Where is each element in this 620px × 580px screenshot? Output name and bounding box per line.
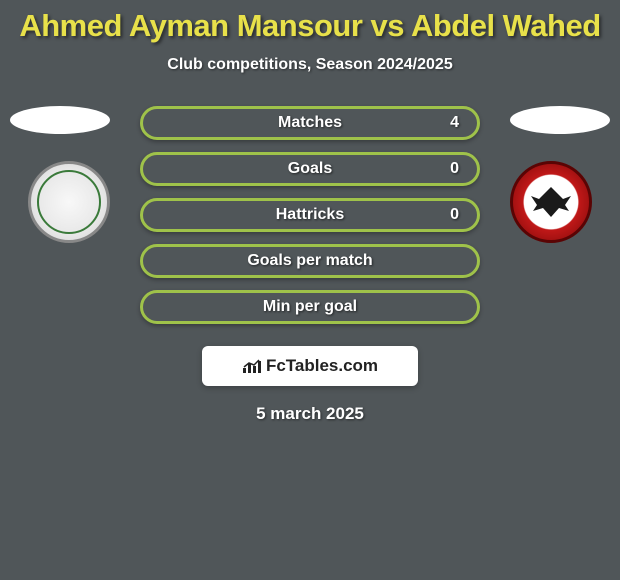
stat-rows: Matches 4 Goals 0 Hattricks 0 Goals per … (140, 106, 480, 336)
stat-label: Goals per match (247, 252, 372, 270)
comparison-infographic: Ahmed Ayman Mansour vs Abdel Wahed Club … (0, 0, 620, 580)
stat-row-goals-per-match: Goals per match (140, 244, 480, 278)
stat-label: Hattricks (276, 206, 344, 224)
date-text: 5 march 2025 (0, 404, 620, 424)
stat-right-value: 4 (450, 114, 459, 132)
subtitle: Club competitions, Season 2024/2025 (0, 56, 620, 74)
brand-text: FcTables.com (266, 356, 378, 376)
stat-row-goals: Goals 0 (140, 152, 480, 186)
stat-row-min-per-goal: Min per goal (140, 290, 480, 324)
player-oval-left (10, 106, 110, 134)
stat-right-value: 0 (450, 160, 459, 178)
stat-label: Matches (278, 114, 342, 132)
chart-icon (242, 358, 262, 374)
club-logo-left (28, 161, 110, 243)
brand-box: FcTables.com (202, 346, 418, 386)
page-title: Ahmed Ayman Mansour vs Abdel Wahed (0, 0, 620, 44)
club-logo-right (510, 161, 592, 243)
stat-label: Goals (288, 160, 332, 178)
stat-right-value: 0 (450, 206, 459, 224)
stat-row-matches: Matches 4 (140, 106, 480, 140)
player-oval-right (510, 106, 610, 134)
stat-row-hattricks: Hattricks 0 (140, 198, 480, 232)
stats-area: Matches 4 Goals 0 Hattricks 0 Goals per … (0, 106, 620, 336)
stat-label: Min per goal (263, 298, 357, 316)
eagle-icon (531, 187, 571, 217)
